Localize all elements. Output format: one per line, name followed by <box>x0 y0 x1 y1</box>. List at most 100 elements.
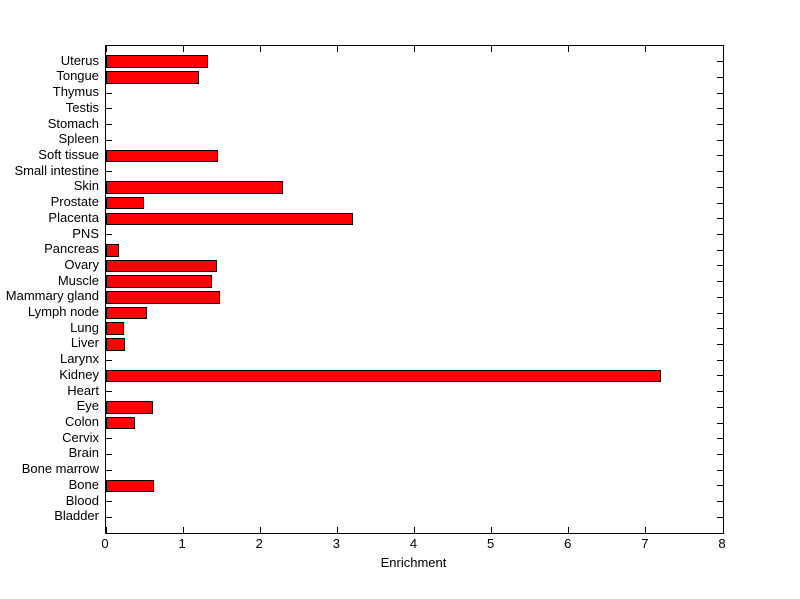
y-tick-left <box>106 124 112 126</box>
x-tick-top <box>105 46 107 52</box>
x-tick-bottom <box>414 527 415 533</box>
y-tick-right <box>717 186 723 188</box>
y-axis-label-uterus: Uterus <box>60 52 99 68</box>
x-tick-bottom <box>645 527 647 533</box>
y-axis-label-stomach: Stomach <box>47 115 99 131</box>
x-tick-top <box>259 46 261 52</box>
y-axis-label-soft-tissue: Soft tissue <box>38 146 99 162</box>
y-tick-left <box>106 171 112 173</box>
y-tick-right <box>717 438 723 440</box>
y-tick-left <box>106 453 112 455</box>
y-axis-label-testis: Testis <box>65 99 99 115</box>
x-tick-label-8: 8 <box>718 536 726 551</box>
y-axis-label-thymus: Thymus <box>52 84 99 100</box>
x-tick-top <box>336 46 338 52</box>
x-tick-label-4: 4 <box>409 536 418 551</box>
y-axis-label-cervix: Cervix <box>62 429 99 445</box>
y-axis-label-tongue: Tongue <box>56 68 99 84</box>
plot-area <box>105 45 724 534</box>
x-tick-label-7: 7 <box>641 536 649 551</box>
bar-soft-tissue <box>106 149 218 163</box>
bar-skin <box>106 181 283 194</box>
x-tick-label-3: 3 <box>332 536 340 551</box>
x-tick-label-2: 2 <box>255 536 263 551</box>
x-tick-label-5: 5 <box>487 536 495 551</box>
bar-tongue <box>106 71 199 84</box>
y-axis-label-pns: PNS <box>72 225 99 241</box>
bar-placenta <box>106 212 353 226</box>
bar-eye <box>106 401 154 414</box>
y-tick-left <box>106 92 112 94</box>
y-axis-label-spleen: Spleen <box>58 131 99 147</box>
bar-mammary-gland <box>106 291 221 304</box>
y-tick-right <box>717 234 723 236</box>
y-tick-right <box>717 343 723 345</box>
x-tick-bottom <box>568 527 570 533</box>
y-axis-label-ovary: Ovary <box>64 256 99 272</box>
x-tick-top <box>722 46 724 52</box>
x-tick-label-6: 6 <box>564 536 572 551</box>
y-tick-right <box>717 76 723 78</box>
y-axis-label-kidney: Kidney <box>59 366 99 382</box>
x-tick-bottom <box>105 527 107 533</box>
y-tick-right <box>717 202 723 204</box>
y-tick-left <box>106 438 112 440</box>
x-tick-top <box>568 46 570 52</box>
x-tick-bottom <box>259 527 261 533</box>
bar-bone <box>106 479 154 493</box>
y-axis-label-lung: Lung <box>70 319 99 335</box>
y-tick-right <box>717 171 723 173</box>
y-axis-label-blood: Blood <box>65 492 99 508</box>
y-tick-right <box>717 391 723 393</box>
x-tick-label-1: 1 <box>178 536 186 551</box>
y-tick-right <box>717 249 723 251</box>
y-axis-label-colon: Colon <box>65 414 99 430</box>
y-tick-left <box>106 391 112 393</box>
y-axis-label-muscle: Muscle <box>57 272 99 288</box>
bar-liver <box>106 338 126 351</box>
x-tick-bottom <box>722 527 724 533</box>
bar-kidney <box>106 369 662 383</box>
y-tick-left <box>106 469 112 471</box>
y-tick-left <box>106 108 112 110</box>
y-tick-right <box>717 312 723 314</box>
bar-colon <box>106 416 135 430</box>
y-axis-label-brain: Brain <box>68 445 99 461</box>
y-tick-left <box>106 501 112 503</box>
y-axis-label-skin: Skin <box>73 178 99 194</box>
y-tick-left <box>106 516 112 518</box>
bar-ovary <box>106 259 218 273</box>
x-tick-bottom <box>336 527 338 533</box>
x-tick-label-0: 0 <box>101 536 109 551</box>
x-tick-top <box>414 46 415 52</box>
y-axis-label-heart: Heart <box>67 382 99 398</box>
y-axis-label-mammary-gland: Mammary gland <box>5 288 99 304</box>
x-tick-top <box>645 46 647 52</box>
x-tick-top <box>491 46 493 52</box>
y-tick-right <box>717 124 723 126</box>
y-axis-label-larynx: Larynx <box>59 351 99 367</box>
y-axis-label-pancreas: Pancreas <box>44 241 99 257</box>
bar-lymph-node <box>106 306 147 320</box>
y-axis-label-small-intestine: Small intestine <box>14 162 99 178</box>
bar-prostate <box>106 196 144 210</box>
y-axis-label-bone: Bone <box>68 476 99 492</box>
bar-pancreas <box>106 243 120 257</box>
y-axis-label-eye: Eye <box>76 398 99 414</box>
y-tick-left <box>106 139 112 141</box>
y-axis-label-liver: Liver <box>70 335 99 351</box>
y-tick-right <box>717 501 723 503</box>
bar-uterus <box>106 55 208 68</box>
y-tick-right <box>717 265 723 267</box>
y-tick-right <box>717 406 723 408</box>
x-axis-title: Enrichment <box>380 555 447 570</box>
y-tick-right <box>717 328 723 330</box>
y-axis-label-bone-marrow: Bone marrow <box>21 461 99 477</box>
y-tick-right <box>717 296 723 298</box>
y-tick-right <box>717 453 723 455</box>
bar-lung <box>106 322 124 336</box>
x-tick-top <box>182 46 184 52</box>
y-tick-left <box>106 359 112 361</box>
y-tick-right <box>717 218 723 220</box>
y-axis-label-prostate: Prostate <box>50 194 99 210</box>
